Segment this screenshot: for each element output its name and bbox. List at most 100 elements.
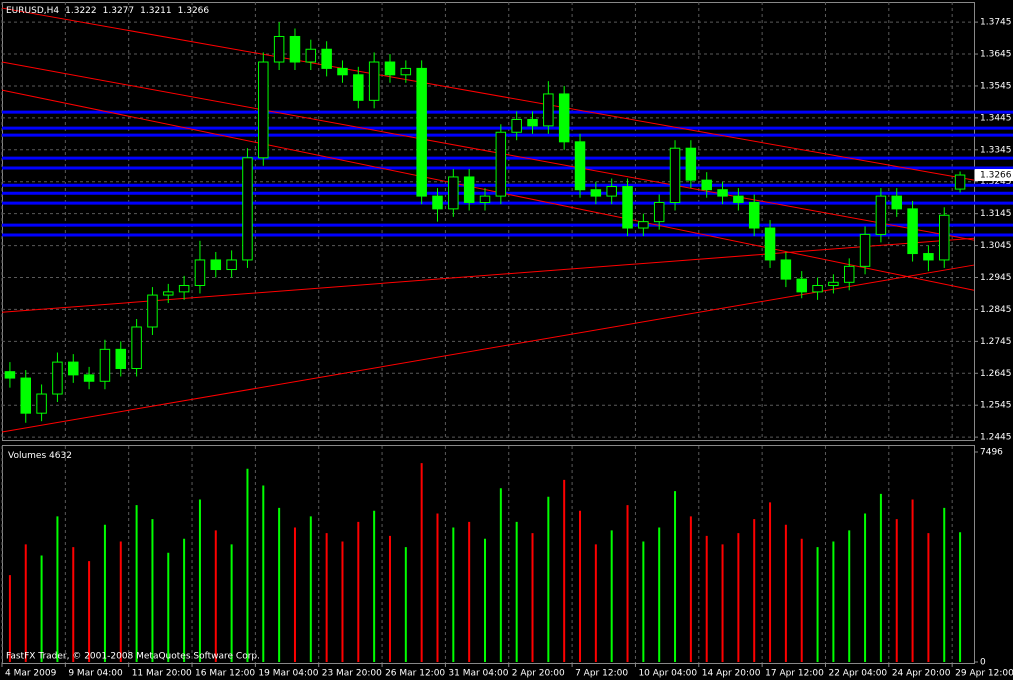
candle-body — [574, 141, 586, 191]
x-tick-label: 7 Apr 12:00 — [575, 669, 628, 679]
y-tick-label: 1.2845 — [980, 305, 1012, 315]
candle-body — [717, 189, 728, 197]
price-panel — [2, 2, 975, 441]
x-tick-label: 23 Mar 20:00 — [322, 669, 382, 679]
x-tick-label: 16 Mar 12:00 — [195, 669, 255, 679]
candle-body — [400, 67, 412, 76]
x-tick-label: 10 Apr 04:00 — [638, 669, 697, 679]
candle-body — [954, 174, 966, 190]
volume-label: Volumes — [8, 451, 46, 461]
x-tick-label: 29 Apr 12:00 — [955, 669, 1013, 679]
candle-body — [796, 278, 807, 293]
y-tick-label: 1.2445 — [980, 433, 1012, 443]
candle-body — [4, 371, 16, 379]
y-tick-label: 0 — [980, 658, 986, 668]
x-tick-label: 26 Mar 12:00 — [385, 669, 445, 679]
y-tick-label: 1.3245 — [980, 177, 1012, 187]
candle-body — [875, 195, 887, 235]
volume-current: 4632 — [49, 451, 72, 461]
candle-body — [178, 284, 190, 293]
candle-body — [543, 93, 554, 127]
candle-body — [52, 361, 63, 395]
header-value: 1.3266 — [178, 6, 210, 16]
x-tick-label: 22 Apr 04:00 — [828, 669, 887, 679]
y-tick-label: 1.3745 — [980, 18, 1012, 28]
header-value: 1.3211 — [140, 6, 172, 16]
candle-body — [448, 176, 459, 210]
x-tick-label: 31 Mar 04:00 — [448, 669, 508, 679]
candle-body — [653, 201, 665, 223]
y-tick-label: 1.2945 — [980, 273, 1012, 283]
candle-body — [701, 179, 712, 191]
candle-body — [432, 195, 443, 210]
candle-body — [83, 374, 95, 382]
x-tick-label: 2 Apr 20:00 — [512, 669, 565, 679]
candle-body — [36, 393, 47, 414]
candle-body — [558, 93, 570, 143]
candle-body — [938, 214, 950, 261]
candle-body — [764, 227, 776, 261]
candle-body — [891, 195, 902, 210]
candle-body — [353, 74, 364, 101]
candle-body — [669, 147, 681, 203]
symbol: EURUSD,H4 — [6, 6, 59, 16]
trendline — [1, 264, 975, 433]
candle-body — [479, 195, 491, 203]
candle-body — [147, 294, 158, 328]
candle-body — [131, 326, 142, 369]
candle-body — [384, 61, 396, 76]
trendline — [1, 89, 975, 291]
candle-body — [622, 186, 633, 229]
header-value: 1.3277 — [103, 6, 135, 16]
trendline — [1, 61, 975, 241]
candle-body — [242, 157, 253, 261]
candle-body — [115, 348, 127, 369]
y-tick-label: 7496 — [980, 448, 1003, 458]
candle-body — [511, 118, 522, 133]
candle-body — [527, 118, 538, 127]
y-tick-label: 1.2545 — [980, 401, 1012, 411]
y-tick-label: 1.3545 — [980, 81, 1012, 91]
y-tick-label: 1.3645 — [980, 50, 1012, 60]
candle-body — [99, 348, 111, 382]
x-tick-label: 19 Mar 04:00 — [258, 669, 318, 679]
header: EURUSD,H4 1.3222 1.3277 1.3211 1.3266 — [6, 6, 209, 16]
candle-body — [907, 208, 918, 255]
candle-body — [590, 189, 602, 197]
candle-body — [780, 259, 792, 280]
x-tick-label: 14 Apr 20:00 — [702, 669, 761, 679]
candle-body — [638, 221, 649, 229]
trendline — [1, 237, 975, 313]
x-tick-label: 24 Apr 20:00 — [892, 669, 951, 679]
candle-body — [733, 195, 744, 203]
candle-body — [194, 259, 206, 286]
candle-body — [748, 201, 760, 229]
x-tick-label: 4 Mar 2009 — [5, 669, 57, 679]
volume-title: Volumes 4632 — [8, 451, 72, 461]
y-tick-label: 1.3145 — [980, 209, 1012, 219]
x-tick-label: 11 Mar 20:00 — [132, 669, 192, 679]
candle-body — [210, 259, 222, 271]
trendline — [1, 7, 975, 181]
candle-body — [226, 259, 237, 271]
candle-body — [20, 377, 32, 414]
y-tick-label: 1.3445 — [980, 113, 1012, 123]
candle-body — [305, 48, 317, 63]
candle-body — [843, 265, 855, 283]
candle-body — [273, 35, 285, 63]
candle-body — [68, 361, 79, 376]
header-value: 1.3222 — [65, 6, 97, 16]
candle-body — [495, 131, 507, 197]
candle-body — [828, 281, 839, 286]
x-tick-label: 17 Apr 12:00 — [765, 669, 824, 679]
candle-body — [337, 67, 348, 76]
candle-body — [321, 48, 332, 69]
y-tick-label: 1.3345 — [980, 145, 1012, 155]
candle-body — [812, 284, 823, 293]
candle-body — [859, 233, 871, 267]
candle-body — [463, 176, 475, 203]
candle-body — [606, 186, 617, 197]
